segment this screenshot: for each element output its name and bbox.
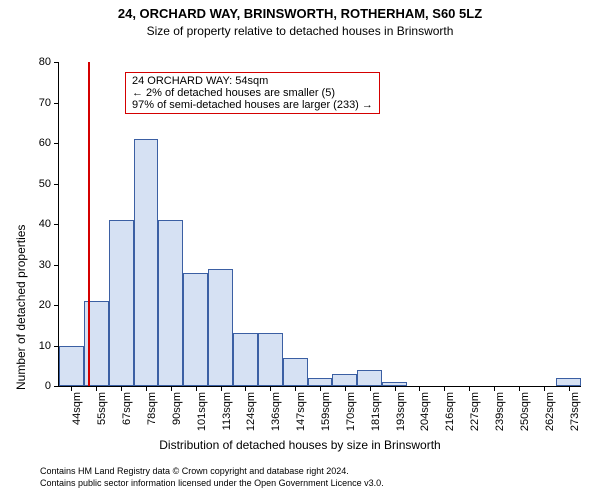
x-tick-label: 193sqm	[395, 392, 407, 431]
x-tick-mark	[146, 386, 147, 391]
x-tick-mark	[96, 386, 97, 391]
x-tick-label: 113sqm	[221, 392, 233, 430]
x-tick-label: 227sqm	[469, 392, 481, 431]
y-tick-label: 60	[39, 137, 51, 149]
x-tick-label: 204sqm	[419, 392, 431, 431]
histogram-bar	[308, 378, 333, 386]
attribution-line1: Contains HM Land Registry data © Crown c…	[40, 466, 349, 476]
x-tick-label: 136sqm	[270, 392, 282, 431]
x-tick-mark	[320, 386, 321, 391]
x-tick-label: 239sqm	[494, 392, 506, 431]
x-tick-mark	[245, 386, 246, 391]
reference-line	[88, 62, 90, 386]
x-tick-label: 67sqm	[121, 392, 133, 425]
y-tick-label: 10	[39, 340, 51, 352]
histogram-bar	[233, 333, 258, 386]
histogram-bar	[332, 374, 357, 386]
x-tick-label: 273sqm	[569, 392, 581, 431]
histogram-bar	[556, 378, 581, 386]
annotation-box: 24 ORCHARD WAY: 54sqm← 2% of detached ho…	[125, 72, 380, 114]
x-tick-mark	[569, 386, 570, 391]
histogram-bar	[283, 358, 308, 386]
y-tick-label: 40	[39, 218, 51, 230]
x-tick-mark	[370, 386, 371, 391]
y-tick-label: 30	[39, 259, 51, 271]
x-tick-label: 216sqm	[444, 392, 456, 431]
x-tick-mark	[295, 386, 296, 391]
x-tick-label: 90sqm	[171, 392, 183, 425]
y-tick-mark	[54, 143, 59, 144]
x-tick-mark	[196, 386, 197, 391]
histogram-bar	[158, 220, 183, 386]
x-axis-label: Distribution of detached houses by size …	[0, 438, 600, 452]
histogram-bar	[183, 273, 208, 386]
x-tick-label: 124sqm	[245, 392, 257, 431]
x-tick-label: 170sqm	[345, 392, 357, 431]
x-tick-mark	[270, 386, 271, 391]
x-tick-label: 262sqm	[544, 392, 556, 431]
y-tick-label: 20	[39, 299, 51, 311]
x-tick-label: 44sqm	[71, 392, 83, 425]
x-tick-mark	[71, 386, 72, 391]
x-tick-mark	[221, 386, 222, 391]
x-tick-label: 101sqm	[196, 392, 208, 431]
y-tick-mark	[54, 62, 59, 63]
x-tick-mark	[444, 386, 445, 391]
chart-title-line2: Size of property relative to detached ho…	[0, 24, 600, 38]
chart-container: 24, ORCHARD WAY, BRINSWORTH, ROTHERHAM, …	[0, 0, 600, 500]
y-tick-label: 50	[39, 178, 51, 190]
y-tick-mark	[54, 386, 59, 387]
x-tick-mark	[544, 386, 545, 391]
x-tick-mark	[345, 386, 346, 391]
x-tick-mark	[419, 386, 420, 391]
y-tick-label: 0	[45, 380, 51, 392]
y-tick-label: 70	[39, 97, 51, 109]
x-tick-mark	[171, 386, 172, 391]
x-tick-mark	[121, 386, 122, 391]
x-tick-label: 181sqm	[370, 392, 382, 431]
y-tick-mark	[54, 224, 59, 225]
histogram-bar	[109, 220, 134, 386]
annotation-line: ← 2% of detached houses are smaller (5)	[132, 87, 373, 99]
histogram-bar	[357, 370, 382, 386]
x-tick-mark	[494, 386, 495, 391]
histogram-bar	[134, 139, 159, 386]
x-tick-mark	[395, 386, 396, 391]
x-tick-mark	[469, 386, 470, 391]
y-axis-label: Number of detached properties	[14, 225, 28, 390]
x-tick-label: 78sqm	[146, 392, 158, 425]
annotation-line: 97% of semi-detached houses are larger (…	[132, 99, 373, 111]
histogram-bar	[258, 333, 283, 386]
y-tick-label: 80	[39, 56, 51, 68]
x-tick-mark	[519, 386, 520, 391]
histogram-bar	[59, 346, 84, 387]
x-tick-label: 250sqm	[519, 392, 531, 431]
y-tick-mark	[54, 305, 59, 306]
x-tick-label: 147sqm	[295, 392, 307, 431]
x-tick-label: 55sqm	[96, 392, 108, 425]
y-tick-mark	[54, 103, 59, 104]
histogram-bar	[208, 269, 233, 386]
annotation-line: 24 ORCHARD WAY: 54sqm	[132, 75, 373, 87]
attribution-line2: Contains public sector information licen…	[40, 478, 384, 488]
x-tick-label: 159sqm	[320, 392, 332, 431]
y-tick-mark	[54, 184, 59, 185]
chart-title-line1: 24, ORCHARD WAY, BRINSWORTH, ROTHERHAM, …	[0, 6, 600, 21]
plot-area: 0102030405060708044sqm55sqm67sqm78sqm90s…	[58, 62, 581, 387]
y-tick-mark	[54, 265, 59, 266]
